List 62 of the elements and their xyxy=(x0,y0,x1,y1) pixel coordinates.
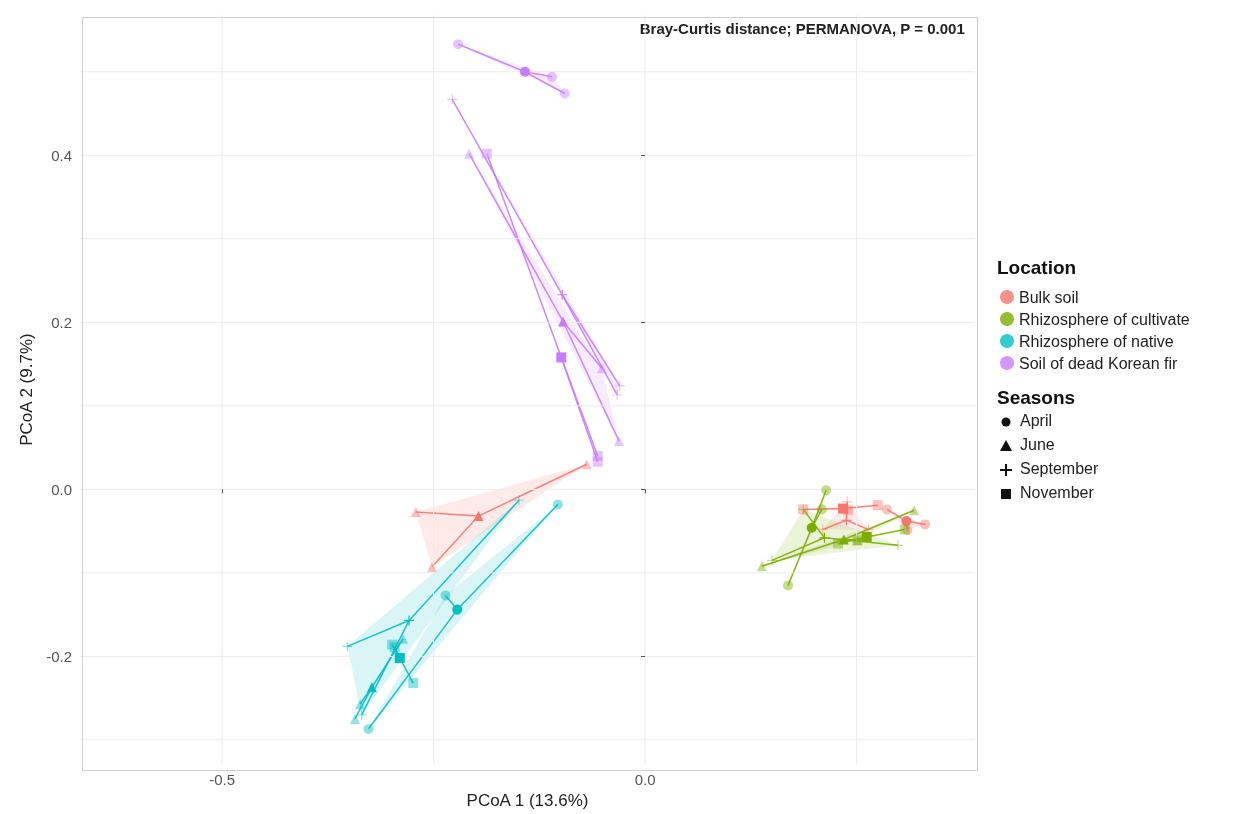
point xyxy=(453,39,464,50)
point xyxy=(816,504,827,515)
point xyxy=(920,519,931,530)
point xyxy=(408,678,419,689)
text: June xyxy=(1020,435,1055,453)
point xyxy=(514,495,525,506)
point xyxy=(481,148,492,159)
y-tick-label: 0.0 xyxy=(51,480,72,498)
point xyxy=(843,505,854,516)
point xyxy=(552,499,563,510)
legend-label: Rhizosphere of native xyxy=(1019,332,1174,350)
point xyxy=(464,148,475,159)
legend-title: Location xyxy=(997,257,1077,278)
point xyxy=(756,561,767,572)
legend-label: Rhizosphere of cultivate xyxy=(1019,310,1190,328)
point xyxy=(547,71,558,82)
point xyxy=(592,456,603,467)
point xyxy=(766,555,777,566)
point xyxy=(519,66,530,77)
annotation: Bray-Curtis distance; PERMANOVA, P = 0.001 xyxy=(639,20,965,37)
legend-label: Soil of dead Korean fir xyxy=(1019,354,1178,372)
y-tick-label: 0.4 xyxy=(51,146,72,164)
point xyxy=(861,531,872,542)
point xyxy=(363,724,374,735)
point xyxy=(783,580,794,591)
point xyxy=(440,590,451,601)
text: September xyxy=(1020,459,1099,477)
point xyxy=(452,604,463,615)
text: November xyxy=(1020,483,1095,501)
y-tick-label: 0.2 xyxy=(51,313,72,331)
point xyxy=(404,615,415,626)
point xyxy=(398,633,409,644)
point xyxy=(355,698,365,709)
point xyxy=(838,534,849,545)
point xyxy=(581,459,592,470)
point xyxy=(893,540,904,551)
point xyxy=(838,503,849,514)
point xyxy=(559,88,570,99)
point xyxy=(366,682,377,693)
x-axis-title: PCoA 1 (13.6%) xyxy=(466,791,589,810)
point xyxy=(612,389,623,400)
x-tick-label: -0.5 xyxy=(209,771,236,789)
y-axis-title: PCoA 2 (9.7%) xyxy=(17,333,37,446)
point xyxy=(426,562,437,573)
point xyxy=(596,363,607,374)
point xyxy=(806,522,817,533)
point xyxy=(394,653,405,664)
point xyxy=(821,485,832,496)
point xyxy=(473,511,484,522)
text: Seasons xyxy=(997,387,1076,408)
point xyxy=(558,316,569,327)
legend-label: Bulk soil xyxy=(1019,288,1079,306)
point xyxy=(909,505,920,516)
point xyxy=(613,435,624,446)
text: April xyxy=(1020,411,1053,429)
y-tick-label: -0.2 xyxy=(46,647,72,665)
point xyxy=(349,714,360,724)
point xyxy=(556,352,567,363)
point xyxy=(410,506,421,517)
point xyxy=(872,500,883,511)
point xyxy=(882,504,893,515)
point xyxy=(832,538,843,549)
